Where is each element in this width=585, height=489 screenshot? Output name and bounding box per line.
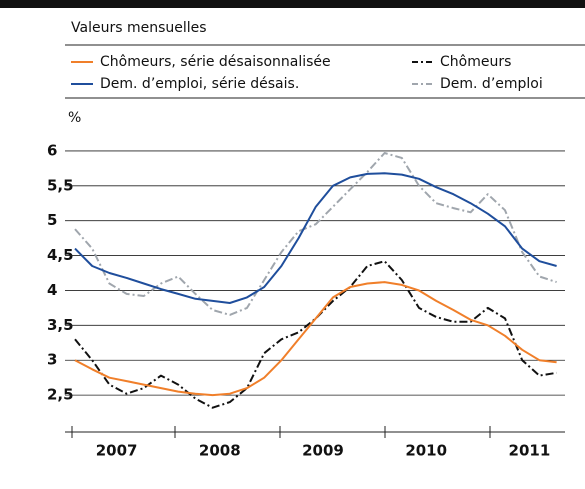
y-tick-label: 3,5 xyxy=(47,316,74,334)
y-tick-label: 5,5 xyxy=(47,176,74,194)
y-tick-label: 4,5 xyxy=(47,246,74,264)
y-tick-label: 4 xyxy=(47,281,57,299)
series-line xyxy=(74,172,557,304)
x-axis xyxy=(65,426,565,438)
y-tick-label: 2,5 xyxy=(47,386,74,404)
legend-label: Dem. d’emploi xyxy=(440,76,543,92)
y-unit: % xyxy=(68,110,81,126)
subtitle: Valeurs mensuelles xyxy=(71,20,207,36)
x-tick-label: 2010 xyxy=(405,442,447,460)
x-tick-label: 2011 xyxy=(509,442,551,460)
y-tick-label: 6 xyxy=(47,141,57,159)
legend-label: Dem. d’emploi, série désais. xyxy=(100,76,299,92)
x-tick-label: 2007 xyxy=(96,442,138,460)
y-tick-label: 3 xyxy=(47,351,57,369)
top-bar xyxy=(0,0,585,8)
legend-label: Chômeurs xyxy=(440,54,511,70)
series-line xyxy=(74,260,557,409)
x-tick-label: 2008 xyxy=(199,442,241,460)
series-line xyxy=(74,281,557,397)
x-tick-label: 2009 xyxy=(302,442,344,460)
legend-label: Chômeurs, série désaisonnalisée xyxy=(100,54,331,70)
y-tick-label: 5 xyxy=(47,211,57,229)
